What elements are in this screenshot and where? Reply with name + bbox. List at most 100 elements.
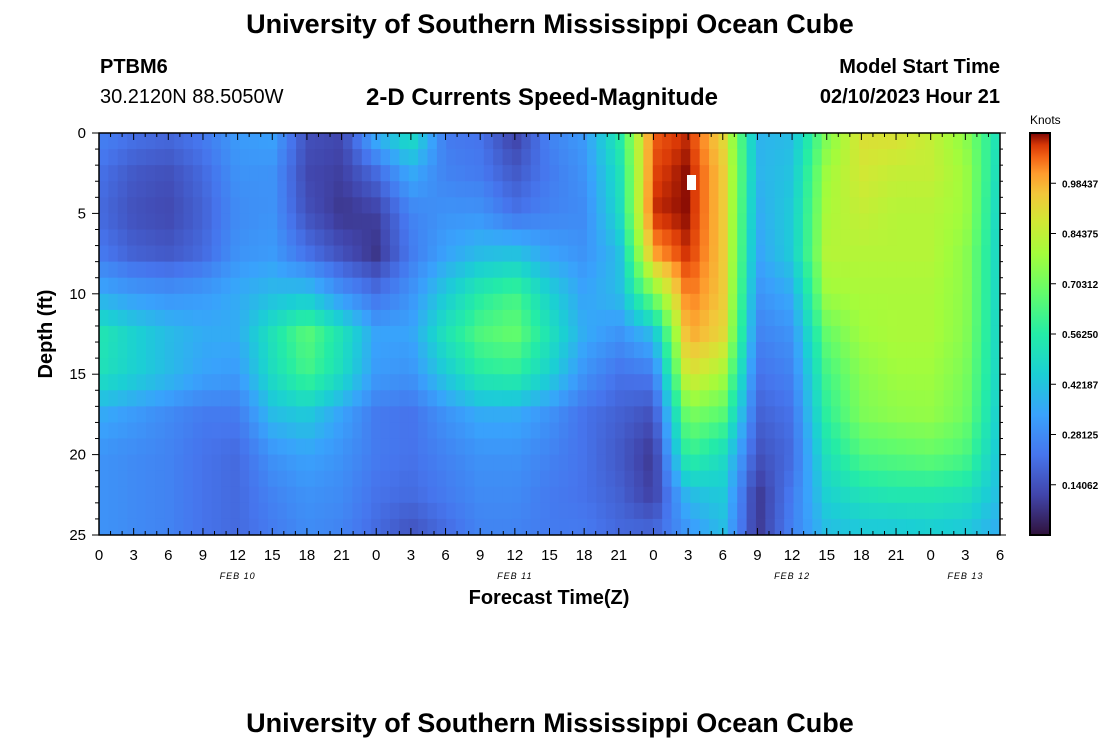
heat-cell	[540, 261, 551, 279]
heat-cell	[868, 325, 879, 343]
heat-cell	[436, 213, 447, 231]
heat-cell	[615, 229, 626, 247]
y-tick-label: 20	[69, 447, 86, 464]
heat-cell	[324, 325, 335, 343]
heat-cell	[183, 165, 194, 182]
heat-cell	[521, 309, 532, 327]
heat-cell	[709, 406, 720, 424]
heat-cell	[924, 293, 935, 311]
heat-cell	[371, 406, 382, 424]
heat-cell	[587, 245, 598, 263]
heat-cell	[108, 502, 119, 520]
heat-cell	[887, 181, 898, 198]
heat-cell	[333, 470, 344, 488]
heat-cell	[652, 486, 663, 504]
heat-cell	[877, 293, 888, 311]
heat-cell	[145, 374, 156, 391]
heat-cell	[962, 309, 973, 327]
heat-cell	[230, 422, 241, 440]
colorbar-tick-label: 0.42187	[1062, 380, 1099, 391]
heat-cell	[267, 518, 278, 535]
heat-cell	[943, 358, 954, 375]
heat-cell	[671, 454, 682, 472]
heat-cell	[117, 213, 128, 231]
heat-cell	[981, 358, 992, 375]
heat-cell	[371, 342, 382, 359]
heat-cell	[549, 342, 560, 359]
heat-cell	[117, 133, 128, 150]
heat-cell	[183, 406, 194, 424]
heat-cell	[821, 181, 832, 198]
heat-cell	[530, 486, 541, 504]
heat-cell	[267, 133, 278, 150]
heat-cell	[624, 165, 635, 182]
x-tick-label: 15	[541, 547, 558, 564]
heat-cell	[812, 213, 823, 231]
heat-cell	[277, 325, 288, 343]
heat-cell	[389, 406, 400, 424]
heat-cell	[286, 261, 297, 279]
heat-cell	[286, 358, 297, 375]
heat-cell	[436, 261, 447, 279]
heat-cell	[915, 133, 926, 150]
heat-cell	[699, 229, 710, 247]
heat-cell	[755, 422, 766, 440]
heat-cell	[343, 422, 354, 440]
heat-cell	[859, 422, 870, 440]
heat-cell	[136, 309, 147, 327]
x-tick-label: 21	[333, 547, 350, 564]
heat-cell	[202, 277, 213, 295]
heat-cell	[587, 229, 598, 247]
heat-cell	[380, 518, 391, 535]
heat-cell	[737, 470, 748, 488]
heat-cell	[849, 197, 860, 214]
heat-cell	[286, 454, 297, 472]
heat-cell	[934, 149, 945, 166]
heat-cell	[784, 197, 795, 214]
heat-cell	[99, 454, 109, 472]
heat-cell	[530, 293, 541, 311]
heat-cell	[868, 197, 879, 214]
heat-cell	[709, 518, 720, 535]
heat-cell	[230, 213, 241, 231]
heat-cell	[474, 181, 485, 198]
heat-cell	[784, 149, 795, 166]
heat-cell	[915, 277, 926, 295]
heat-cell	[877, 486, 888, 504]
heat-cell	[239, 181, 250, 198]
heat-cell	[680, 149, 691, 166]
heat-cell	[577, 261, 588, 279]
heat-cell	[596, 486, 607, 504]
heat-cell	[981, 422, 992, 440]
heat-cell	[183, 245, 194, 263]
heat-cell	[831, 197, 842, 214]
heat-cell	[924, 486, 935, 504]
heat-cell	[174, 149, 185, 166]
heat-cell	[324, 438, 335, 456]
heat-cell	[718, 229, 729, 247]
x-tick-label: 3	[961, 547, 969, 564]
heat-cell	[943, 133, 954, 150]
heat-cell	[793, 245, 804, 263]
heat-cell	[427, 197, 438, 214]
heat-cell	[99, 165, 109, 182]
heat-cell	[314, 358, 325, 375]
heat-cell	[662, 229, 673, 247]
heat-cell	[324, 374, 335, 391]
heat-cell	[577, 213, 588, 231]
heat-cell	[164, 406, 175, 424]
heat-cell	[286, 438, 297, 456]
heat-cell	[990, 486, 1000, 504]
heat-cell	[633, 470, 644, 488]
heat-cell	[906, 149, 917, 166]
heat-cell	[352, 229, 363, 247]
heat-cell	[821, 502, 832, 520]
heat-cell	[633, 342, 644, 359]
heat-cell	[174, 422, 185, 440]
heat-cell	[483, 245, 494, 263]
heat-cell	[455, 181, 466, 198]
heat-cell	[127, 325, 138, 343]
heat-cell	[343, 261, 354, 279]
heat-cell	[521, 454, 532, 472]
heat-cell	[906, 309, 917, 327]
